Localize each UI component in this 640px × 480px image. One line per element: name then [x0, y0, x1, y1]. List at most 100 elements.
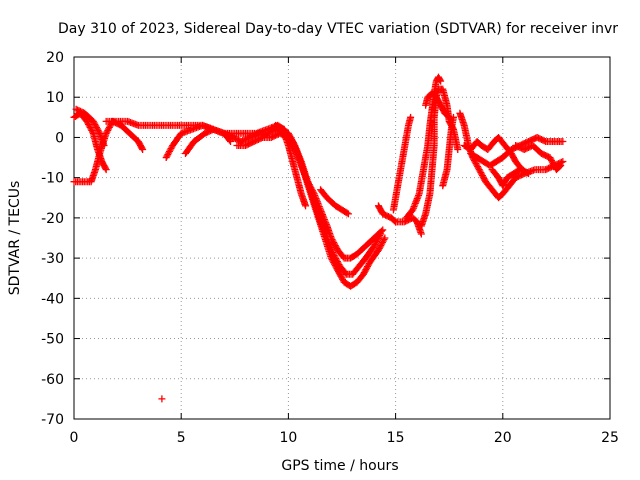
data-point: [165, 149, 173, 157]
data-point: [381, 234, 389, 242]
data-point: [93, 125, 101, 133]
data-point: [376, 243, 384, 251]
data-point: [336, 271, 344, 279]
data-point: [91, 120, 99, 128]
data-point: [88, 128, 96, 136]
data-point: [86, 123, 94, 131]
data-point: [84, 120, 92, 128]
data-point: [302, 202, 310, 210]
data-point: [84, 119, 92, 127]
data-point: [377, 230, 385, 238]
data-point: [472, 160, 480, 168]
data-point: [92, 122, 100, 130]
x-tick-label: 15: [387, 430, 405, 446]
x-tick-label: 10: [279, 430, 297, 446]
y-tick-label: -40: [41, 291, 64, 307]
data-point: [540, 137, 548, 145]
data-point: [523, 169, 531, 177]
data-point: [374, 246, 382, 254]
data-point: [363, 263, 371, 271]
data-point: [165, 148, 173, 156]
y-axis-label: SDTVAR / TECUs: [7, 181, 23, 296]
data-point: [95, 128, 103, 136]
data-point: [89, 117, 97, 125]
data-point: [474, 164, 482, 172]
data-point: [548, 158, 556, 166]
data-point: [328, 256, 336, 264]
x-axis-label: GPS time / hours: [281, 458, 398, 474]
data-point: [85, 122, 93, 130]
data-point: [547, 155, 555, 163]
data-point: [378, 240, 386, 248]
data-point: [334, 266, 342, 274]
data-point: [105, 123, 113, 131]
data-point: [373, 236, 381, 244]
data-point: [138, 144, 146, 152]
axis-ticks: 0 5 10 15 20 25 20 10 0 -10 -20 -30 -40 -50 -60 -70: [41, 50, 619, 446]
y-tick-label: -10: [41, 171, 64, 187]
data-point: [362, 266, 370, 274]
data-point: [376, 231, 384, 239]
data-point: [101, 164, 109, 172]
data-point: [476, 167, 484, 175]
data-point: [163, 152, 171, 160]
data-point: [93, 123, 101, 131]
y-tick-label: 0: [55, 130, 64, 146]
data-point: [477, 169, 485, 177]
data-point: [330, 259, 338, 267]
data-point: [104, 126, 112, 134]
data-point: [337, 272, 345, 280]
data-point: [90, 119, 98, 127]
data-point: [436, 76, 444, 84]
data-point: [257, 134, 265, 142]
data-point: [94, 126, 102, 134]
data-point: [330, 260, 338, 268]
data-point: [344, 210, 352, 218]
data-point: [338, 274, 346, 282]
y-tick-label: -20: [41, 211, 64, 227]
data-point: [546, 154, 554, 162]
data-point: [375, 233, 383, 241]
data-point: [100, 141, 108, 149]
grid-lines: [74, 57, 610, 419]
data-point: [359, 270, 367, 278]
x-tick-label: 5: [177, 430, 186, 446]
y-tick-label: -50: [41, 332, 64, 348]
x-tick-label: 20: [494, 430, 512, 446]
data-point: [559, 137, 567, 145]
data-point: [549, 160, 557, 168]
data-point: [444, 112, 452, 120]
y-tick-label: 10: [46, 90, 64, 106]
data-point: [361, 267, 369, 275]
data-point: [329, 257, 337, 265]
data-point: [379, 237, 387, 245]
y-tick-label: -60: [41, 372, 64, 388]
data-point: [167, 145, 175, 153]
data-point: [166, 146, 174, 154]
data-point: [102, 129, 110, 137]
data-point: [557, 158, 565, 166]
data-point: [407, 113, 415, 121]
data-point: [360, 269, 368, 277]
data-point: [371, 241, 379, 249]
data-point: [557, 162, 565, 170]
data-point: [88, 126, 96, 134]
data-point: [364, 261, 372, 269]
data-point: [373, 238, 381, 246]
data-point: [139, 146, 147, 154]
data-point: [378, 239, 386, 247]
data-point: [473, 161, 481, 169]
data-point: [375, 245, 383, 253]
data-point: [102, 166, 110, 174]
data-point: [253, 130, 261, 138]
data-point: [550, 161, 558, 169]
data-point: [105, 125, 113, 133]
data-point: [437, 77, 445, 85]
data-point: [339, 275, 347, 283]
data-point: [548, 157, 556, 165]
data-point: [480, 175, 488, 183]
data-point: [379, 226, 387, 234]
data-point: [162, 154, 170, 162]
data-point: [164, 151, 172, 159]
